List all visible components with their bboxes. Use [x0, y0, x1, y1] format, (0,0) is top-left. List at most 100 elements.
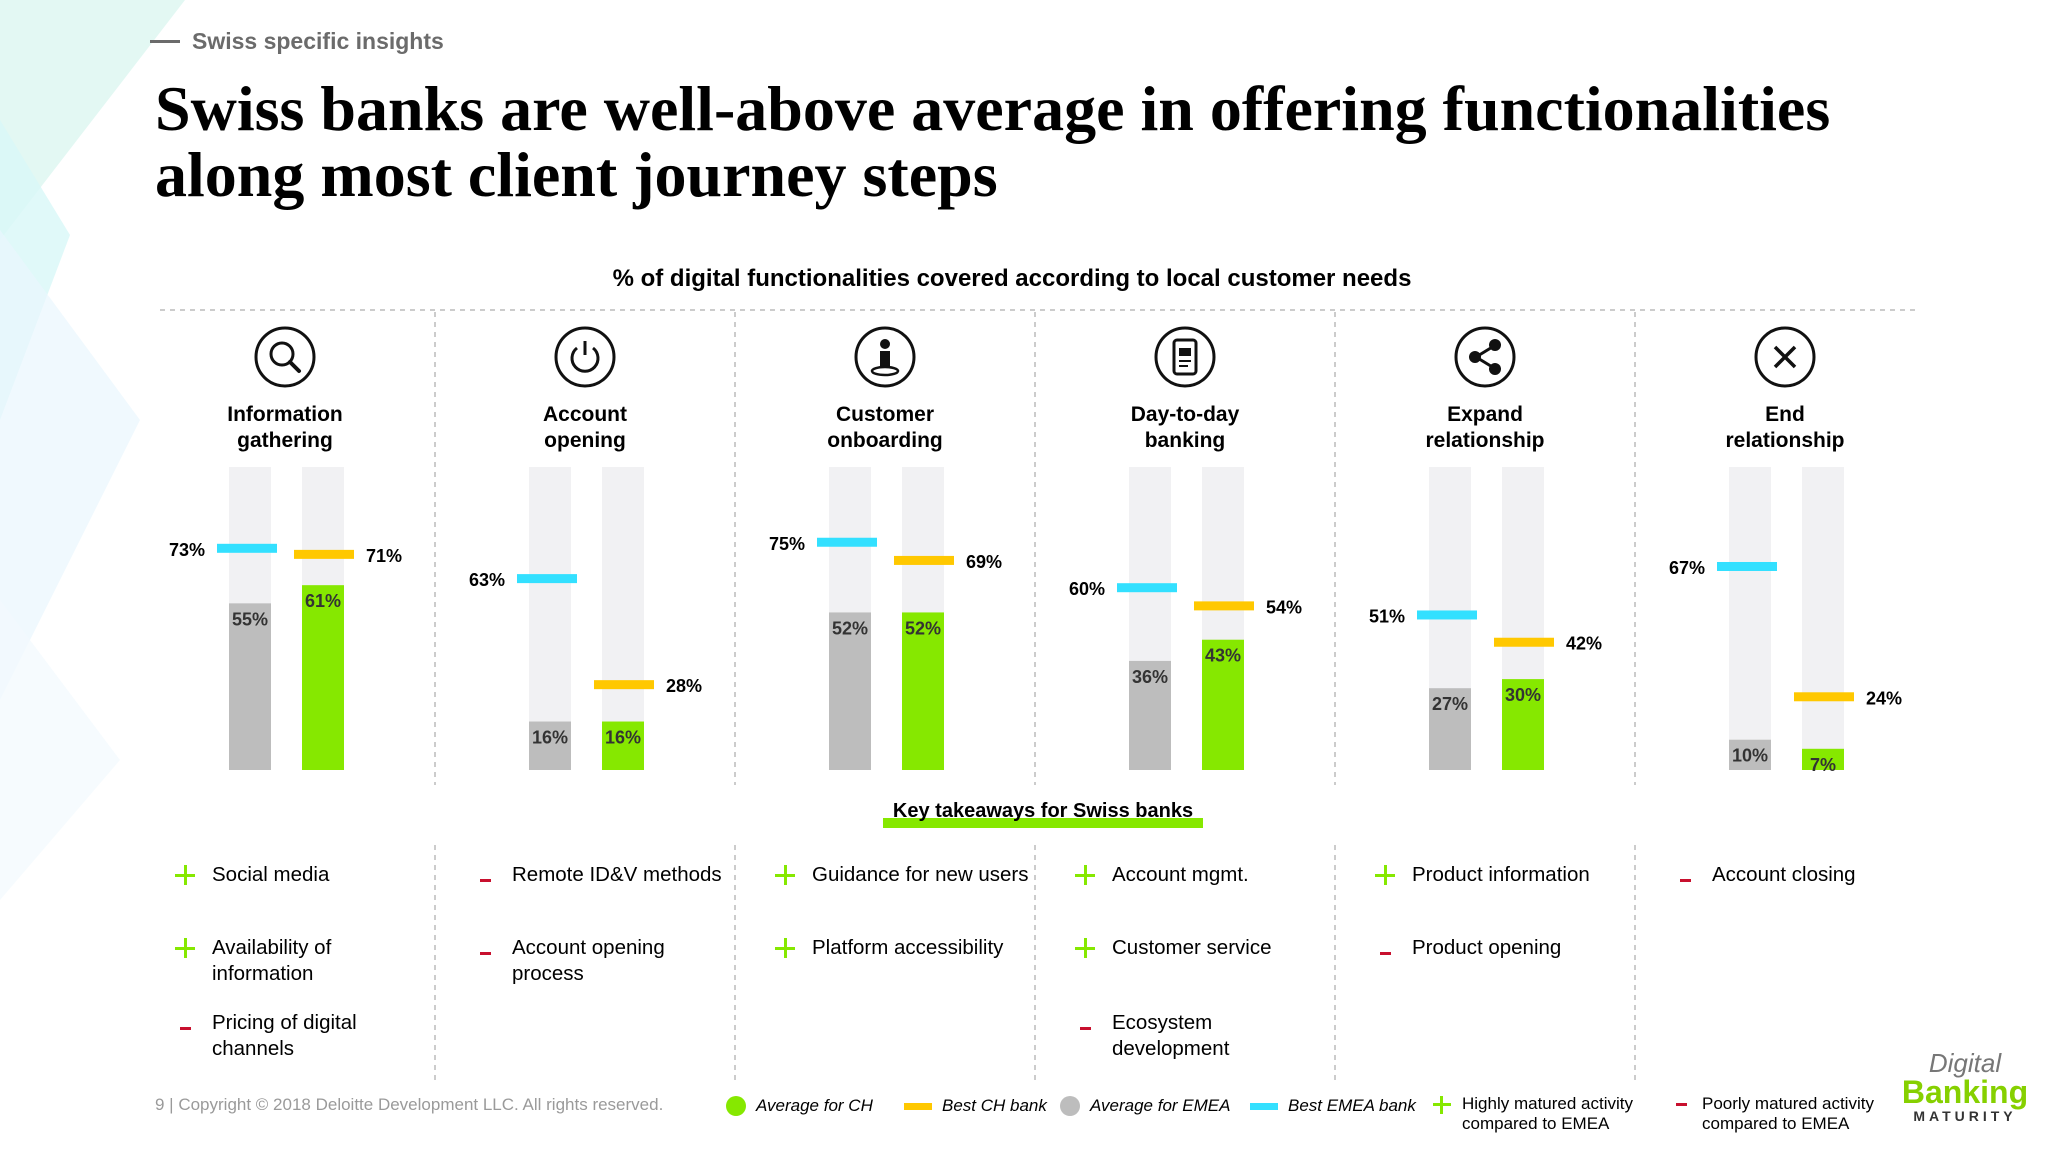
- bar-avg-emea: [1729, 739, 1771, 770]
- bar-track: [602, 467, 644, 770]
- label-avg-emea: 27%: [1432, 694, 1468, 714]
- category-label: relationship: [1425, 429, 1544, 452]
- category-label: Account: [543, 403, 627, 426]
- bar-avg-ch: [302, 585, 344, 770]
- legend-avg-emea-swatch: [1060, 1096, 1080, 1116]
- label-best-ch: 24%: [1866, 688, 1902, 708]
- legend-minus-line1: Poorly matured activity: [1702, 1094, 1874, 1113]
- takeaway-item: Account opening process: [472, 935, 732, 987]
- label-avg-emea: 10%: [1732, 746, 1768, 766]
- takeaway-item: Availability of information: [172, 935, 432, 987]
- marker-best-ch: [594, 680, 654, 690]
- legend-plus-line1: Highly matured activity: [1462, 1094, 1634, 1113]
- digital-banking-maturity-logo: Digital Banking MATURITY: [1900, 1050, 2030, 1124]
- label-avg-ch: 52%: [905, 618, 941, 638]
- kicker-text: Swiss specific insights: [192, 28, 444, 54]
- takeaway-item: Account mgmt.: [1072, 862, 1332, 888]
- plus-icon: [172, 935, 212, 961]
- bar-avg-ch: [1502, 679, 1544, 770]
- bar-avg-ch: [602, 721, 644, 770]
- legend-avg-emea: Average for EMEA: [1060, 1096, 1230, 1116]
- plus-icon: [772, 935, 812, 961]
- marker-best-ch: [1794, 692, 1854, 702]
- chart-subtitle: % of digital functionalities covered acc…: [0, 265, 2048, 293]
- label-best-ch: 71%: [366, 546, 402, 566]
- takeaway-item: Platform accessibility: [772, 935, 1032, 961]
- takeaway-item: Remote ID&V methods: [472, 862, 732, 888]
- label-best-ch: 54%: [1266, 597, 1302, 617]
- power-icon: [554, 326, 616, 388]
- takeaway-text: Product opening: [1412, 936, 1562, 959]
- bar-avg-emea: [1429, 688, 1471, 770]
- marker-best-ch: [894, 555, 954, 565]
- takeaways-title-text: Key takeaways for Swiss banks: [892, 800, 1194, 822]
- plus-icon: [772, 862, 812, 888]
- category-label: Information: [227, 403, 343, 426]
- legend-best-emea-swatch: [1250, 1102, 1278, 1110]
- label-best-ch: 69%: [966, 552, 1002, 572]
- takeaway-text: Platform accessibility: [812, 936, 1004, 959]
- takeaway-text: Ecosystem development: [1112, 1011, 1230, 1060]
- takeaway-item: Guidance for new users: [772, 862, 1032, 888]
- category-label: opening: [544, 429, 626, 452]
- legend-best-ch-swatch: [904, 1102, 932, 1110]
- logo-line3: MATURITY: [1913, 1108, 2017, 1124]
- label-best-emea: 67%: [1669, 558, 1705, 578]
- logo-line2: Banking: [1901, 1074, 2029, 1110]
- legend-avg-ch-label: Average for CH: [756, 1096, 873, 1115]
- legend-best-ch-label: Best CH bank: [942, 1096, 1047, 1115]
- bar-avg-emea: [1129, 660, 1171, 770]
- marker-best-emea: [1417, 610, 1477, 620]
- label-best-emea: 63%: [469, 570, 505, 590]
- minus-icon: [1670, 1094, 1696, 1114]
- category-label: gathering: [237, 429, 333, 452]
- takeaway-item: Product opening: [1372, 935, 1632, 961]
- plus-icon: [1072, 935, 1112, 961]
- legend-best-emea-label: Best EMEA bank: [1288, 1096, 1416, 1115]
- label-avg-emea: 16%: [532, 728, 568, 748]
- search-icon: [254, 326, 316, 388]
- legend-best-ch: Best CH bank: [904, 1096, 1047, 1116]
- category-label: relationship: [1725, 429, 1844, 452]
- bar-avg-emea: [529, 721, 571, 770]
- category-label: Expand: [1447, 403, 1523, 426]
- marker-best-ch: [294, 549, 354, 559]
- share-icon: [1454, 326, 1516, 388]
- bar-avg-ch: [1802, 748, 1844, 770]
- category-label: banking: [1145, 429, 1226, 452]
- minus-icon: [1072, 1010, 1112, 1036]
- footer-copyright: 9 | Copyright © 2018 Deloitte Developmen…: [155, 1095, 664, 1114]
- marker-best-ch: [1194, 601, 1254, 611]
- takeaway-text: Product information: [1412, 863, 1590, 886]
- label-avg-ch: 43%: [1205, 646, 1241, 666]
- label-avg-ch: 16%: [605, 728, 641, 748]
- takeaway-text: Availability of information: [212, 936, 332, 985]
- label-avg-emea: 52%: [832, 618, 868, 638]
- bar-avg-ch: [902, 612, 944, 770]
- takeaway-item: Ecosystem development: [1072, 1010, 1332, 1062]
- label-avg-ch: 30%: [1505, 685, 1541, 705]
- marker-best-emea: [817, 537, 877, 547]
- minus-icon: [1672, 862, 1712, 888]
- bar-avg-emea: [229, 603, 271, 770]
- takeaway-item: Customer service: [1072, 935, 1332, 961]
- close-icon: [1754, 326, 1816, 388]
- takeaway-text: Guidance for new users: [812, 863, 1029, 886]
- legend-avg-emea-label: Average for EMEA: [1090, 1096, 1231, 1115]
- takeaway-text: Account mgmt.: [1112, 863, 1249, 886]
- legend-minus-line2: compared to EMEA: [1702, 1114, 1850, 1133]
- takeaway-item: Account closing: [1672, 862, 1932, 888]
- marker-best-emea: [517, 574, 577, 584]
- chart-title: % of digital functionalities covered acc…: [612, 265, 1412, 292]
- plus-icon: [1072, 862, 1112, 888]
- legend-plus: Highly matured activity compared to EMEA: [1430, 1094, 1633, 1134]
- legend-plus-line2: compared to EMEA: [1462, 1114, 1610, 1133]
- label-best-ch: 42%: [1566, 634, 1602, 654]
- category-label: Customer: [836, 403, 934, 426]
- label-best-ch: 28%: [666, 676, 702, 696]
- category-label: onboarding: [827, 429, 942, 452]
- bar-track: [1729, 467, 1771, 770]
- logo-line1: Digital: [1928, 1048, 2002, 1078]
